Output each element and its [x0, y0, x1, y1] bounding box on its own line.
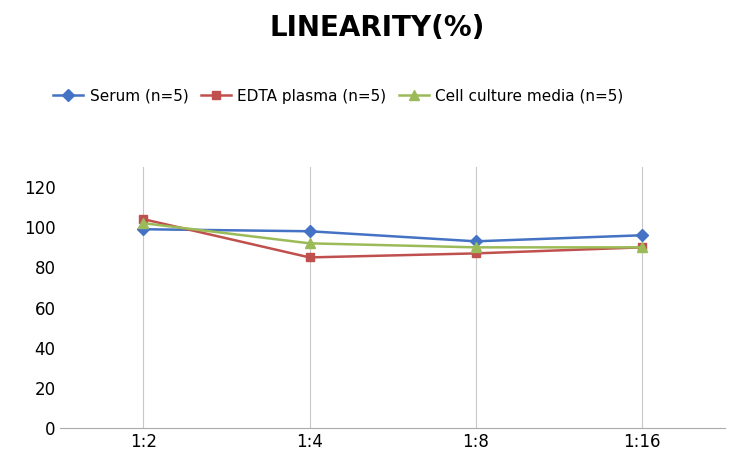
EDTA plasma (n=5): [637, 244, 646, 250]
Line: Cell culture media (n=5): Cell culture media (n=5): [139, 218, 646, 252]
Legend: Serum (n=5), EDTA plasma (n=5), Cell culture media (n=5): Serum (n=5), EDTA plasma (n=5), Cell cul…: [53, 89, 624, 104]
Line: EDTA plasma (n=5): EDTA plasma (n=5): [139, 215, 646, 262]
Serum (n=5): [305, 229, 314, 234]
EDTA plasma (n=5): [139, 216, 148, 222]
Serum (n=5): [471, 239, 480, 244]
Cell culture media (n=5): [305, 241, 314, 246]
Text: LINEARITY(%): LINEARITY(%): [270, 14, 485, 41]
Serum (n=5): [139, 226, 148, 232]
Cell culture media (n=5): [637, 244, 646, 250]
Cell culture media (n=5): [139, 221, 148, 226]
EDTA plasma (n=5): [305, 255, 314, 260]
Cell culture media (n=5): [471, 244, 480, 250]
Line: Serum (n=5): Serum (n=5): [139, 225, 646, 245]
EDTA plasma (n=5): [471, 251, 480, 256]
Serum (n=5): [637, 233, 646, 238]
